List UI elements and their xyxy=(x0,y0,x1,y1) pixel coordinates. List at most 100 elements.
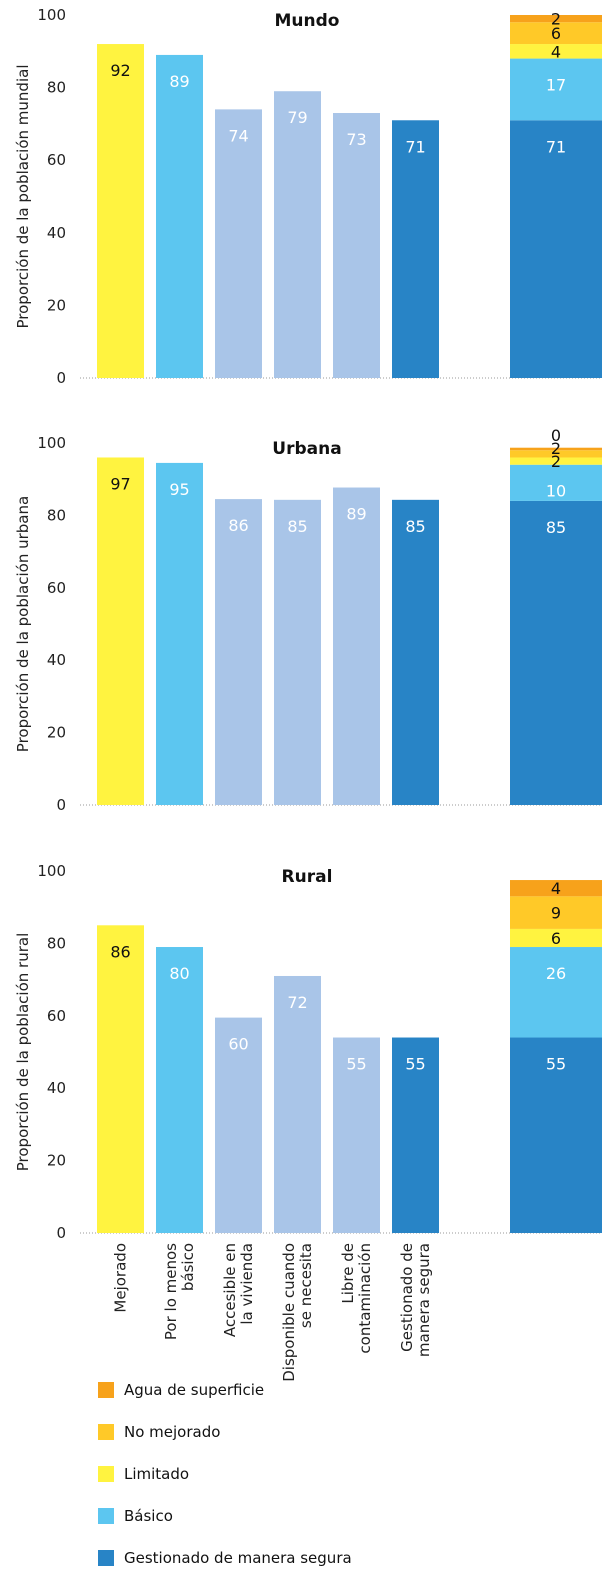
y-tick-label: 80 xyxy=(47,79,66,97)
bar-value-label: 89 xyxy=(169,72,189,91)
bar-4 xyxy=(274,499,321,805)
stack-segment-2 xyxy=(510,947,602,1038)
bar-1 xyxy=(97,44,144,378)
stack-value-label: 2 xyxy=(551,452,561,471)
bar-value-label: 89 xyxy=(346,505,366,524)
stack-value-label: 26 xyxy=(546,964,566,983)
stack-value-label: 6 xyxy=(551,24,561,43)
bar-4 xyxy=(274,91,321,378)
bar-value-label: 86 xyxy=(228,516,248,535)
stack-value-label: 55 xyxy=(546,1055,566,1074)
stack-segment-5 xyxy=(510,447,602,451)
bar-value-label: 92 xyxy=(110,61,130,80)
legend-swatch xyxy=(98,1550,114,1566)
stack-value-label: 10 xyxy=(546,482,566,501)
legend-swatch xyxy=(98,1508,114,1524)
stack-segment-2 xyxy=(510,58,602,121)
stack-value-label: 85 xyxy=(546,518,566,537)
y-tick-label: 40 xyxy=(47,1079,66,1097)
bar-value-label: 80 xyxy=(169,964,189,983)
bar-value-label: 97 xyxy=(110,474,130,493)
legend-swatch xyxy=(98,1382,114,1398)
y-tick-label: 20 xyxy=(47,724,66,742)
bar-value-label: 55 xyxy=(346,1055,366,1074)
bar-6 xyxy=(392,120,439,379)
stack-value-label: 9 xyxy=(551,904,561,923)
bar-1 xyxy=(97,457,144,805)
bar-5 xyxy=(333,113,380,378)
bar-4 xyxy=(274,975,321,1233)
stack-segment-2 xyxy=(510,464,602,501)
y-tick-label: 0 xyxy=(56,1224,66,1242)
panel-mundo: Mundo Proporción de la población mundial 0… xyxy=(14,6,602,387)
panel-title: Urbana xyxy=(272,439,341,459)
stack-value-label: 17 xyxy=(546,76,566,95)
panel-urbana: Urbana Proporción de la población urbana 0… xyxy=(14,426,602,814)
x-tick-label: Por lo menosbásico xyxy=(162,1243,197,1340)
bar-value-label: 74 xyxy=(228,126,248,145)
x-tick-label: Gestionado demanera segura xyxy=(398,1243,433,1357)
legend-label: Limitado xyxy=(124,1465,189,1483)
bar-2 xyxy=(156,462,203,805)
y-tick-label: 100 xyxy=(37,862,66,880)
bar-value-label: 85 xyxy=(287,517,307,536)
stack-segment-4 xyxy=(510,22,602,45)
bar-3 xyxy=(215,499,262,805)
bar-6 xyxy=(392,1037,439,1233)
bar-value-label: 60 xyxy=(228,1035,248,1054)
y-axis-label: Proporción de la población urbana xyxy=(14,496,32,752)
stack-segment-4 xyxy=(510,896,602,929)
bar-value-label: 86 xyxy=(110,942,130,961)
stack-value-label: 4 xyxy=(551,42,561,61)
legend-swatch xyxy=(98,1466,114,1482)
panel-title: Rural xyxy=(282,867,333,887)
stack-value-label: 4 xyxy=(551,879,561,898)
stack-segment-1 xyxy=(510,1037,602,1233)
legend-label: Agua de superficie xyxy=(124,1381,264,1399)
legend-swatch xyxy=(98,1424,114,1440)
bar-3 xyxy=(215,1017,262,1233)
y-tick-label: 100 xyxy=(37,6,66,24)
bar-2 xyxy=(156,54,203,379)
stack-segment-3 xyxy=(510,44,602,59)
legend: Agua de superficie No mejorado Limitado Bás… xyxy=(98,1381,352,1567)
stack-value-label: 2 xyxy=(551,10,561,29)
y-tick-label: 80 xyxy=(47,934,66,952)
legend-label: No mejorado xyxy=(124,1423,220,1441)
y-tick-label: 60 xyxy=(47,1007,66,1025)
bar-5 xyxy=(333,1037,380,1233)
x-tick-label: Libre decontaminación xyxy=(339,1243,374,1354)
y-tick-label: 20 xyxy=(47,296,66,314)
stack-segment-5 xyxy=(510,880,602,897)
y-tick-label: 100 xyxy=(37,434,66,452)
bar-value-label: 72 xyxy=(287,993,307,1012)
bar-3 xyxy=(215,109,262,378)
stack-segment-1 xyxy=(510,500,602,805)
bar-6 xyxy=(392,499,439,805)
y-tick-label: 40 xyxy=(47,224,66,242)
stack-value-label: 2 xyxy=(551,439,561,458)
y-tick-label: 80 xyxy=(47,506,66,524)
x-tick-label: Accesible enla vivienda xyxy=(221,1243,256,1337)
y-tick-label: 0 xyxy=(56,796,66,814)
y-axis-label: Proporción de la población rural xyxy=(14,933,32,1172)
y-tick-label: 60 xyxy=(47,579,66,597)
panel-title: Mundo xyxy=(275,11,340,31)
bar-2 xyxy=(156,947,203,1233)
bar-value-label: 95 xyxy=(169,480,189,499)
bar-5 xyxy=(333,487,380,805)
y-axis-label: Proporción de la población mundial xyxy=(14,65,32,329)
bar-1 xyxy=(97,925,144,1233)
stack-segment-3 xyxy=(510,928,602,948)
stack-segment-1 xyxy=(510,120,602,379)
stack-value-label: 6 xyxy=(551,929,561,948)
legend-label: Básico xyxy=(124,1507,173,1525)
stack-segment-4 xyxy=(510,450,602,458)
bar-value-label: 55 xyxy=(405,1055,425,1074)
bar-value-label: 85 xyxy=(405,517,425,536)
bar-value-label: 79 xyxy=(287,108,307,127)
stack-value-label: 0 xyxy=(551,426,561,445)
x-tick-label: Mejorado xyxy=(112,1243,130,1313)
stack-segment-5 xyxy=(510,15,602,23)
